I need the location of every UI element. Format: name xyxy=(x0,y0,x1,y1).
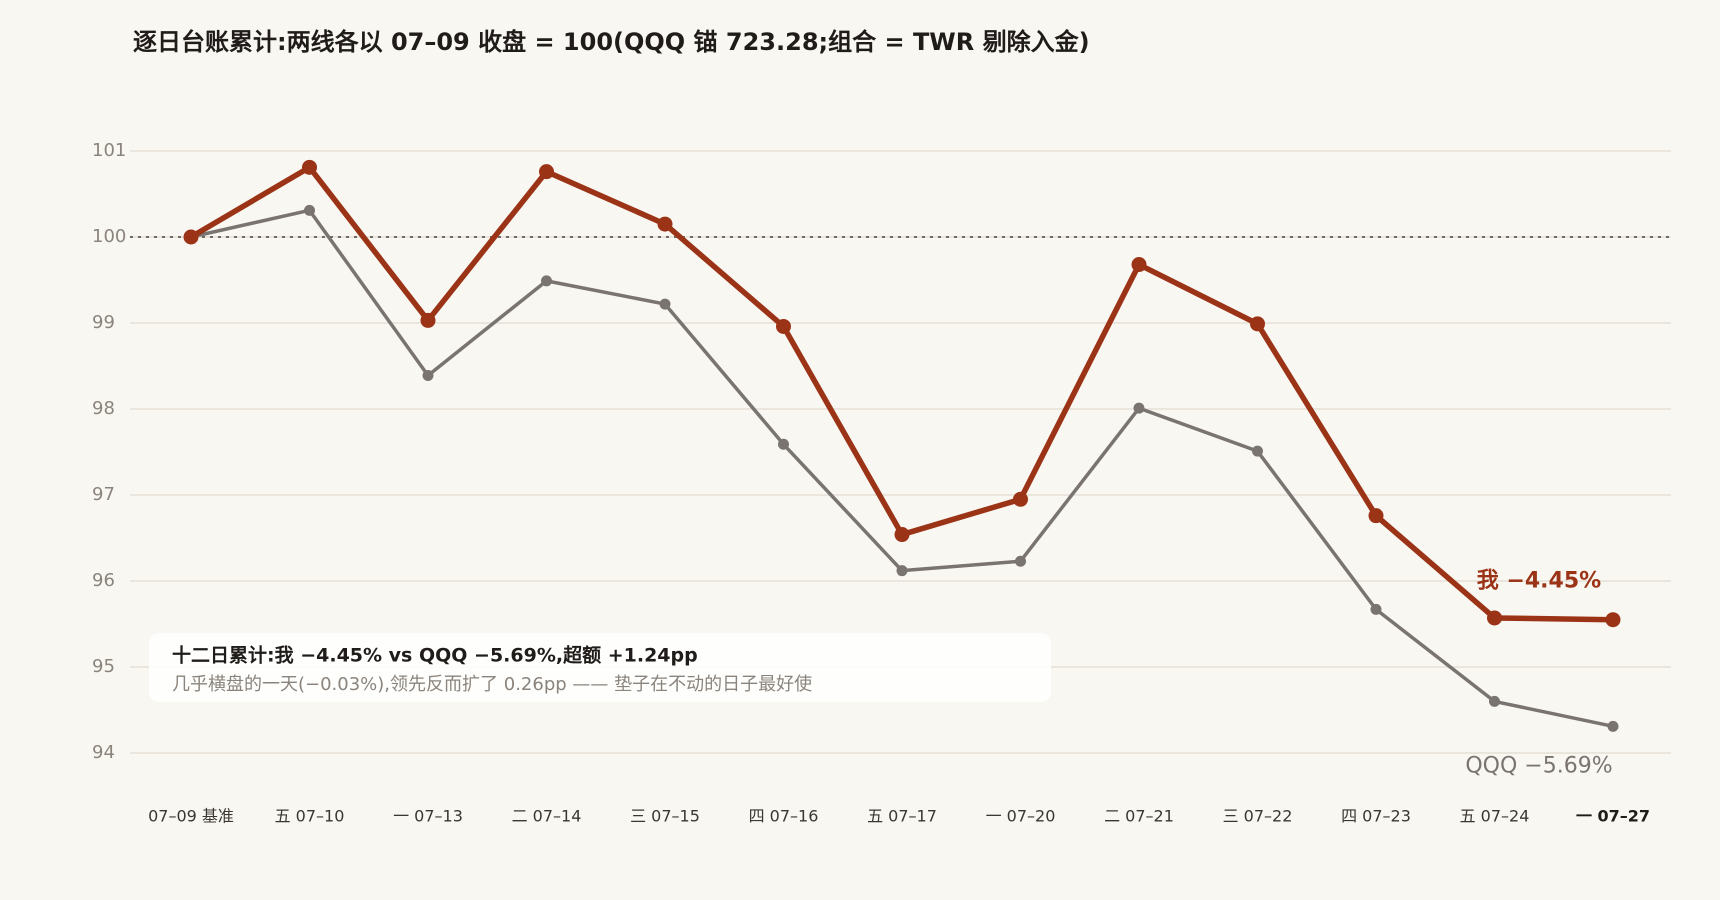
point xyxy=(1252,445,1263,457)
x-tick-label: 二 07–21 xyxy=(1104,807,1174,826)
y-tick-label: 95 xyxy=(92,656,115,677)
x-tick-label: 07–09 基准 xyxy=(148,807,234,826)
y-tick-label: 98 xyxy=(92,398,115,419)
point xyxy=(1250,316,1265,332)
x-tick-label: 一 07–20 xyxy=(986,807,1056,826)
point xyxy=(420,312,436,328)
x-tick-label: 四 07–23 xyxy=(1341,807,1411,826)
annotation-box xyxy=(149,633,1051,702)
x-tick-label: 五 07–10 xyxy=(275,807,345,826)
point xyxy=(1607,720,1619,732)
point xyxy=(659,298,671,310)
series-line xyxy=(189,164,1614,623)
annotation-detail: 几乎横盘的一天(−0.03%),领先反而扩了 0.26pp —— 垫子在不动的日… xyxy=(172,674,812,695)
point xyxy=(1013,491,1028,507)
point xyxy=(894,527,910,543)
series-label: QQQ −5.69% xyxy=(1465,753,1612,778)
point xyxy=(776,318,791,334)
x-tick-label: 二 07–14 xyxy=(512,807,582,826)
chart-title: 逐日台账累计:两线各以 07–09 收盘 = 100(QQQ 锚 723.28;… xyxy=(133,28,1090,56)
x-tick-label: 一 07–27 xyxy=(1576,807,1650,826)
x-tick-label: 三 07–22 xyxy=(1223,807,1293,826)
point xyxy=(896,565,908,577)
point xyxy=(183,229,199,245)
point xyxy=(304,204,315,216)
annotation-headline: 十二日累计:我 −4.45% vs QQQ −5.69%,超额 +1.24pp xyxy=(172,644,698,667)
point xyxy=(1131,257,1147,273)
point xyxy=(539,164,554,180)
point xyxy=(422,369,434,381)
point xyxy=(1605,612,1621,628)
x-tick-label: 一 07–13 xyxy=(393,807,463,826)
series-label: 我 −4.45% xyxy=(1477,569,1601,594)
point xyxy=(541,275,552,287)
x-tick-label: 五 07–17 xyxy=(867,807,937,826)
point xyxy=(1487,610,1502,626)
point xyxy=(1489,695,1500,707)
y-tick-label: 96 xyxy=(92,570,115,591)
x-tick-label: 三 07–15 xyxy=(630,807,700,826)
point xyxy=(657,216,673,232)
point xyxy=(1133,402,1145,414)
point xyxy=(302,159,317,175)
y-tick-label: 94 xyxy=(92,742,115,763)
point xyxy=(778,438,789,450)
point xyxy=(1370,603,1382,615)
x-tick-label: 五 07–24 xyxy=(1460,807,1530,826)
point xyxy=(1368,508,1384,524)
y-tick-label: 97 xyxy=(92,484,115,505)
x-tick-label: 四 07–16 xyxy=(749,807,819,826)
y-tick-label: 101 xyxy=(92,140,126,161)
point xyxy=(1015,555,1026,567)
y-tick-label: 100 xyxy=(92,226,126,247)
y-tick-label: 99 xyxy=(92,312,115,333)
